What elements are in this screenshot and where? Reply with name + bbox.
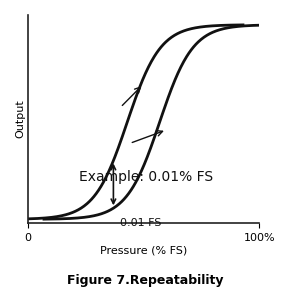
Text: Example: 0.01% FS: Example: 0.01% FS [79,170,213,183]
X-axis label: Pressure (% FS): Pressure (% FS) [100,246,187,256]
Text: 0.01 FS: 0.01 FS [120,218,162,228]
Y-axis label: Output: Output [15,100,25,139]
Text: Figure 7.Repeatability: Figure 7.Repeatability [67,274,223,287]
